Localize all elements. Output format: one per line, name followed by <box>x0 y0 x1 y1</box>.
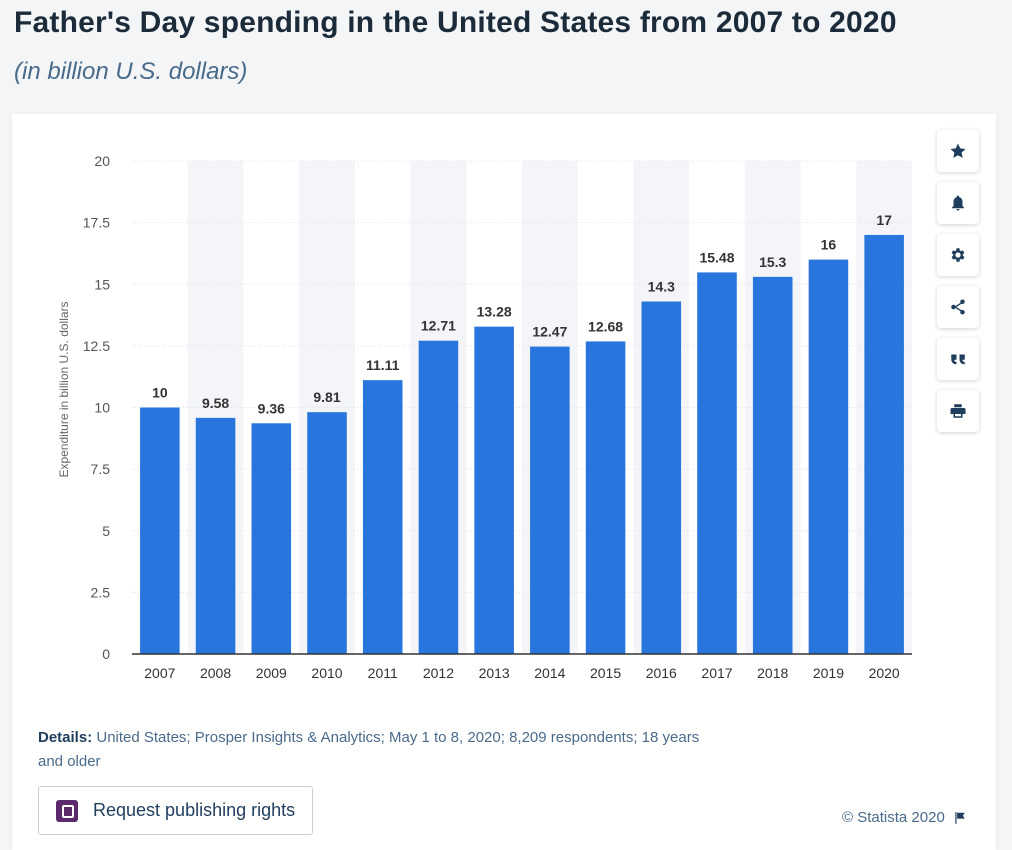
bar <box>307 412 347 654</box>
x-tick-label: 2007 <box>144 665 175 681</box>
data-label: 15.3 <box>759 254 786 270</box>
bell-icon <box>952 195 964 211</box>
cite-button[interactable] <box>937 338 979 380</box>
data-label: 9.36 <box>258 400 285 416</box>
bar <box>530 346 570 654</box>
bar <box>697 272 737 654</box>
bar-chart: 0 2.5 5 7.5 10 12.5 15 17.5 20 Expenditure in bil… <box>57 153 912 681</box>
bar <box>808 259 849 654</box>
favorite-button[interactable] <box>937 130 979 172</box>
x-tick-label: 2011 <box>368 665 398 681</box>
bar <box>418 340 459 654</box>
page-subtitle: (in billion U.S. dollars) <box>14 58 248 85</box>
x-tick-label: 2017 <box>701 665 732 681</box>
y-tick-label: 12.5 <box>83 338 110 354</box>
x-tick-label: 2010 <box>311 665 342 681</box>
y-tick-label: 0 <box>102 646 110 662</box>
data-label: 9.58 <box>202 395 229 411</box>
bar <box>752 276 793 654</box>
data-label: 13.28 <box>477 304 512 320</box>
share-button[interactable] <box>937 286 979 328</box>
bar <box>474 326 514 654</box>
page-title: Father's Day spending in the United Stat… <box>14 6 897 39</box>
print-button[interactable] <box>937 390 979 432</box>
copyright-link[interactable]: © Statista 2020 <box>842 809 967 826</box>
source-details: Details: United States; Prosper Insights… <box>38 726 708 774</box>
x-tick-label: 2009 <box>256 665 287 681</box>
y-tick-label: 2.5 <box>91 584 111 600</box>
bar <box>195 417 236 654</box>
data-label: 15.48 <box>699 249 734 265</box>
data-label: 16 <box>821 237 837 253</box>
data-label: 11.11 <box>366 357 400 373</box>
x-tick-label: 2013 <box>479 665 510 681</box>
x-tick-label: 2012 <box>423 665 454 681</box>
notification-button[interactable] <box>937 182 979 224</box>
bar <box>864 234 904 654</box>
data-label: 9.81 <box>313 389 340 405</box>
x-tick-label: 2020 <box>869 665 900 681</box>
y-tick-label: 15 <box>94 276 110 292</box>
details-label: Details: <box>38 729 93 746</box>
request-publishing-rights-button[interactable]: Request publishing rights <box>38 786 313 835</box>
y-axis-title: Expenditure in billion U.S. dollars <box>57 301 71 477</box>
x-tick-label: 2015 <box>590 665 621 681</box>
side-toolbar <box>937 130 979 432</box>
x-tick-label: 2014 <box>534 665 565 681</box>
y-tick-label: 17.5 <box>83 215 110 231</box>
x-tick-label: 2016 <box>646 665 677 681</box>
data-label: 12.47 <box>532 324 567 340</box>
bar <box>641 301 682 654</box>
details-text: United States; Prosper Insights & Analyt… <box>38 729 700 770</box>
x-tick-label: 2008 <box>200 665 231 681</box>
share-icon <box>951 299 965 315</box>
y-tick-label: 5 <box>102 523 110 539</box>
publish-button-label: Request publishing rights <box>93 800 296 820</box>
chart-card: 0 2.5 5 7.5 10 12.5 15 17.5 20 Expenditure in bil… <box>12 114 996 850</box>
y-tick-label: 7.5 <box>91 461 111 477</box>
data-label: 14.3 <box>648 279 675 295</box>
star-icon <box>950 143 966 158</box>
bar <box>362 380 403 654</box>
settings-button[interactable] <box>937 234 979 276</box>
x-tick-label: 2019 <box>813 665 844 681</box>
data-label: 12.68 <box>588 318 623 334</box>
y-tick-label: 20 <box>94 153 110 169</box>
x-tick-label: 2018 <box>757 665 788 681</box>
data-label: 17 <box>876 212 892 228</box>
flag-icon <box>953 811 967 825</box>
print-icon <box>950 404 966 418</box>
bar <box>140 407 180 654</box>
data-label: 10 <box>152 385 168 401</box>
bar <box>585 341 626 654</box>
data-label: 12.71 <box>421 318 456 334</box>
publish-icon <box>56 799 78 822</box>
gear-icon <box>951 248 965 262</box>
bar <box>251 423 292 654</box>
y-tick-label: 10 <box>94 400 110 416</box>
copyright-text: © Statista 2020 <box>842 809 945 826</box>
quote-icon <box>951 354 965 365</box>
